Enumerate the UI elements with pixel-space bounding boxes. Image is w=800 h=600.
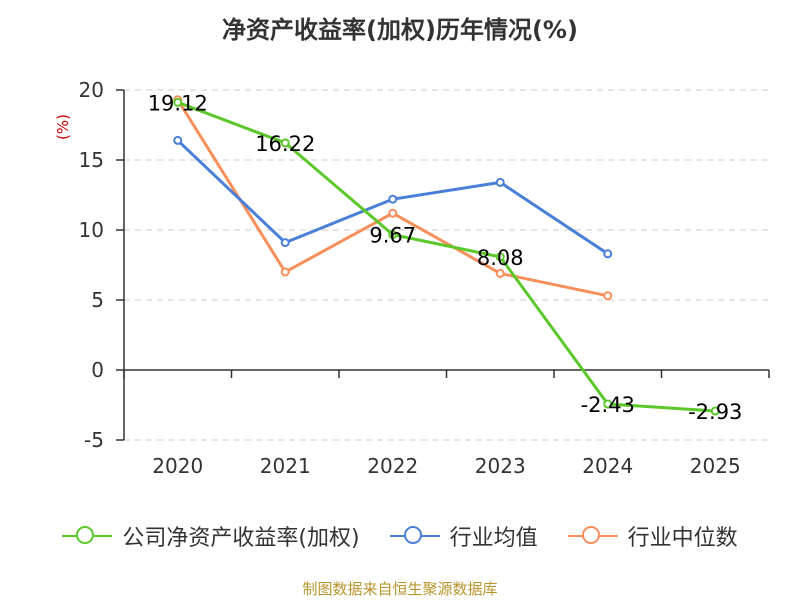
data-point [603,249,613,259]
legend-item-company[interactable]: 公司净资产收益率(加权) [62,520,360,552]
legend-swatch-icon [62,525,113,547]
axes [116,89,770,441]
source-note: 制图数据来自恒生聚源数据库 [302,580,498,598]
data-label: 19.12 [148,91,208,115]
x-tick-labels: 2020 2021 2022 2023 2024 2025 [152,454,740,478]
series-line [177,100,716,413]
data-label: 8.08 [477,246,524,270]
x-tick-label: 2023 [475,454,526,478]
grid-lines [124,89,769,441]
data-label: -2.43 [581,393,635,417]
legend-label: 行业均值 [449,526,538,551]
legend-label: 公司净资产收益率(加权) [122,526,360,551]
data-label: 9.67 [369,224,416,248]
data-point [388,194,398,204]
data-point [495,177,505,187]
data-point [495,268,505,278]
data-label: -2.93 [688,400,742,424]
data-point [280,138,290,148]
y-tick-labels: -5 0 5 10 15 20 [79,78,104,452]
data-point [388,230,398,240]
data-point [388,208,398,218]
y-tick-label: 20 [79,78,104,102]
legend-swatch-icon [567,525,618,547]
data-point [280,267,290,277]
y-axis-label: (%) [54,114,72,140]
x-tick-label: 2021 [260,454,311,478]
legend-item-industry-median[interactable]: 行业中位数 [567,520,738,552]
data-point [603,291,613,301]
y-tick-label: 5 [91,288,104,312]
y-tick-label: 15 [79,148,104,172]
data-point [173,97,183,107]
y-tick-label: 10 [79,218,104,242]
y-tick-label: 0 [91,358,104,382]
data-label: 16.22 [255,132,315,156]
data-point [173,135,183,145]
x-tick-label: 2022 [367,454,418,478]
x-tick-label: 2025 [690,454,741,478]
legend-label: 行业中位数 [627,526,738,551]
y-tick-label: -5 [84,428,104,452]
legend: 公司净资产收益率(加权) 行业均值 行业中位数 [0,520,800,552]
data-point [710,406,720,416]
data-point [280,238,290,248]
data-point [603,399,613,409]
data-point [495,252,505,262]
x-tick-label: 2024 [582,454,633,478]
legend-swatch-icon [389,525,440,547]
chart-title: 净资产收益率(加权)历年情况(%) [222,16,578,44]
data-labels: 19.12 16.22 9.67 8.08 -2.43 -2.93 [148,91,743,424]
series-lines [173,95,720,416]
x-tick-label: 2020 [152,454,203,478]
legend-item-industry-mean[interactable]: 行业均值 [389,520,538,552]
